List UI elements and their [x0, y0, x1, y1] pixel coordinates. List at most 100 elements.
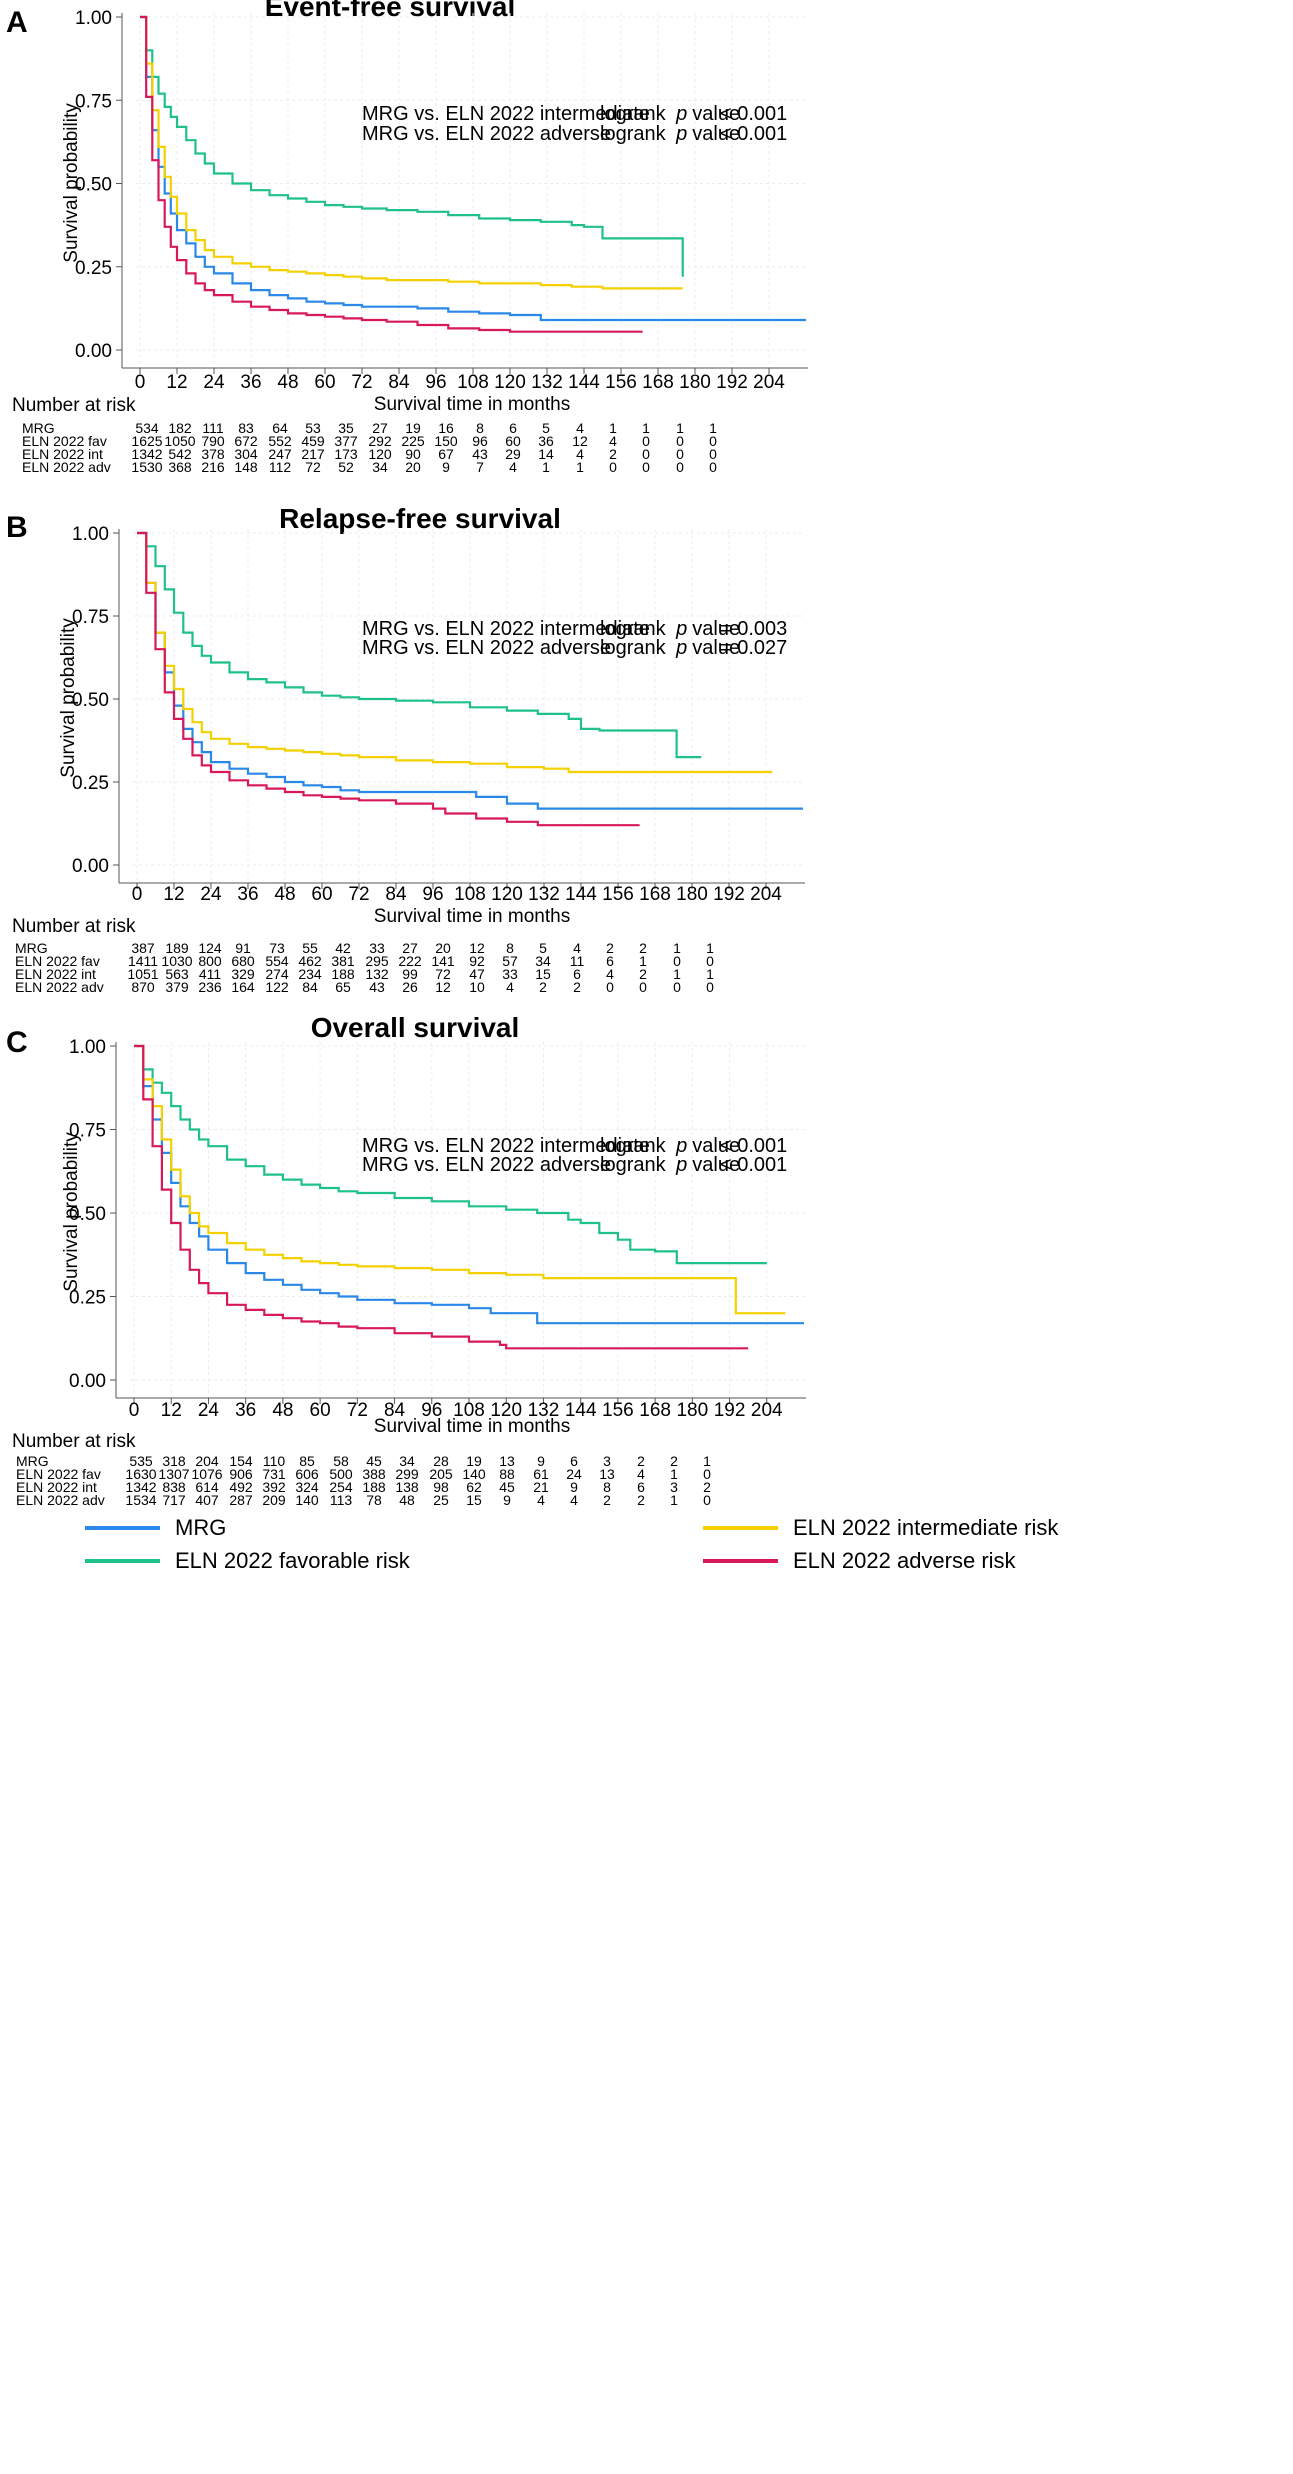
risk-value: 1050 — [164, 433, 195, 449]
risk-value: 8 — [506, 940, 514, 956]
risk-value: 800 — [198, 953, 222, 969]
risk-value: 60 — [505, 433, 521, 449]
risk-value: 1076 — [191, 1466, 222, 1482]
risk-value: 8 — [603, 1479, 611, 1495]
stat-comparison: MRG vs. ELN 2022 adverse — [362, 1154, 611, 1176]
risk-value: 906 — [229, 1466, 253, 1482]
risk-row-label: MRG — [15, 940, 48, 956]
risk-value: 1 — [703, 1453, 711, 1469]
x-tick-label: 108 — [453, 1400, 485, 1421]
legend: MRG ELN 2022 intermediate risk ELN 2022 fa… — [85, 1515, 1059, 1573]
x-tick-label: 24 — [198, 1400, 220, 1421]
stat-p-value: < 0.001 — [720, 103, 787, 125]
gridlines — [130, 1042, 806, 1398]
y-tick-label: 0.00 — [72, 856, 109, 877]
risk-value: 20 — [435, 940, 451, 956]
risk-value: 124 — [198, 940, 222, 956]
x-tick-label: 24 — [200, 884, 222, 905]
legend-label: MRG — [175, 1515, 226, 1540]
chart-title: Overall survival — [311, 1012, 520, 1043]
panel-letter: C — [6, 1026, 28, 1059]
x-tick-label: 192 — [716, 372, 748, 393]
risk-value: 6 — [573, 966, 581, 982]
risk-value: 45 — [499, 1479, 515, 1495]
risk-value: 52 — [338, 459, 354, 475]
risk-value: 2 — [639, 966, 647, 982]
x-tick-label: 96 — [425, 372, 446, 393]
stat-p-value: < 0.001 — [720, 1154, 787, 1176]
x-tick-label: 144 — [565, 884, 597, 905]
risk-value: 0 — [642, 446, 650, 462]
risk-value: 4 — [576, 446, 584, 462]
risk-value: 0 — [706, 979, 714, 995]
risk-row-label: ELN 2022 fav — [15, 953, 100, 969]
risk-value: 16 — [438, 420, 454, 436]
x-tick-label: 48 — [274, 884, 295, 905]
risk-value: 216 — [201, 459, 225, 475]
risk-value: 2 — [539, 979, 547, 995]
risk-value: 2 — [703, 1479, 711, 1495]
risk-value: 492 — [229, 1479, 253, 1495]
risk-value: 407 — [195, 1492, 219, 1508]
risk-value: 15 — [535, 966, 551, 982]
risk-row-label: MRG — [22, 420, 55, 436]
risk-value: 111 — [202, 420, 223, 436]
risk-value: 299 — [395, 1466, 419, 1482]
risk-value: 4 — [609, 433, 617, 449]
risk-value: 10 — [469, 979, 485, 995]
risk-value: 99 — [402, 966, 418, 982]
risk-value: 381 — [331, 953, 355, 969]
x-tick-label: 204 — [751, 1400, 783, 1421]
risk-value: 182 — [168, 420, 192, 436]
stat-test: logrank p value — [600, 618, 740, 640]
stat-value-label: value — [692, 103, 740, 125]
risk-value: 4 — [509, 459, 517, 475]
stat-test-name: logrank — [600, 618, 671, 640]
risk-value: 26 — [402, 979, 418, 995]
stat-p-label: p — [675, 1154, 687, 1176]
risk-value: 534 — [135, 420, 159, 436]
risk-value: 28 — [433, 1453, 449, 1469]
risk-value: 4 — [573, 940, 581, 956]
x-tick-label: 84 — [388, 372, 410, 393]
risk-value: 790 — [201, 433, 225, 449]
x-tick-label: 120 — [494, 372, 526, 393]
risk-value: 92 — [469, 953, 485, 969]
series-line-2 — [140, 15, 684, 277]
risk-value: 304 — [234, 446, 258, 462]
risk-value: 12 — [435, 979, 451, 995]
risk-value: 21 — [533, 1479, 549, 1495]
risk-value: 388 — [362, 1466, 386, 1482]
x-tick-label: 168 — [639, 884, 671, 905]
risk-value: 19 — [405, 420, 421, 436]
risk-value: 462 — [298, 953, 322, 969]
risk-value: 204 — [195, 1453, 219, 1469]
risk-table-heading: Number at risk — [12, 395, 136, 416]
stat-value-label: value — [692, 618, 740, 640]
stat-comparison: MRG vs. ELN 2022 intermediate — [362, 103, 650, 125]
risk-value: 2 — [609, 446, 617, 462]
risk-value: 112 — [269, 459, 292, 475]
risk-value: 1 — [673, 940, 681, 956]
risk-value: 2 — [603, 1492, 611, 1508]
series-line-1 — [137, 531, 803, 810]
stat-p-value: < 0.001 — [720, 1135, 787, 1157]
panel-letter: A — [6, 6, 28, 39]
risk-value: 189 — [165, 940, 189, 956]
risk-value: 324 — [295, 1479, 319, 1495]
risk-value: 8 — [476, 420, 484, 436]
risk-value: 0 — [673, 953, 681, 969]
series-line-2 — [134, 1044, 767, 1265]
risk-value: 554 — [265, 953, 289, 969]
stat-p-value: < 0.001 — [720, 123, 787, 145]
risk-value: 78 — [366, 1492, 382, 1508]
risk-value: 2 — [606, 940, 614, 956]
risk-value: 292 — [368, 433, 392, 449]
risk-value: 378 — [201, 446, 225, 462]
x-tick-label: 132 — [528, 1400, 560, 1421]
x-tick-label: 0 — [129, 1400, 140, 1421]
stat-p-label: p — [675, 103, 687, 125]
stat-test-name: logrank — [600, 637, 671, 659]
risk-value: 287 — [229, 1492, 253, 1508]
risk-value: 6 — [570, 1453, 578, 1469]
